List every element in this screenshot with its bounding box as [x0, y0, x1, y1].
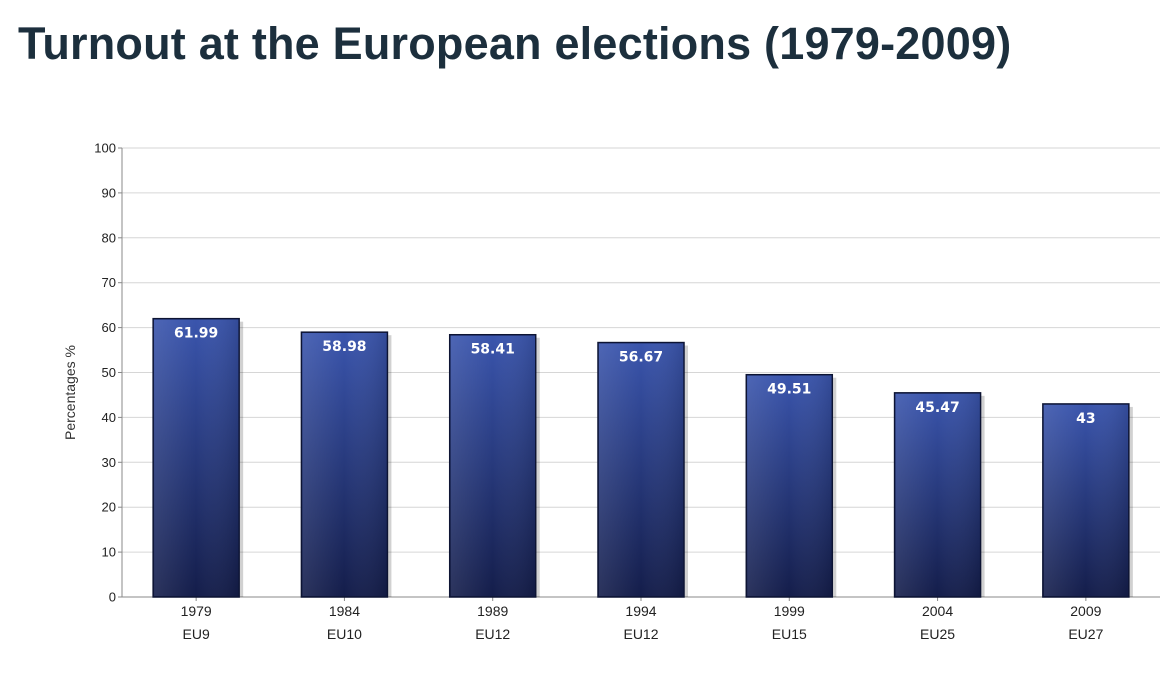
x-tick-label-group: EU10 [327, 626, 362, 642]
y-tick-label: 60 [102, 320, 116, 335]
data-label-1999: 49.51 [767, 382, 811, 398]
data-label-1994: 56.67 [619, 350, 663, 366]
bars [152, 317, 1133, 598]
bar-highlight [154, 319, 239, 596]
labels: 0 10 20 30 40 50 60 70 80 90 100 61.99 1979 EU9 58.98 1… [94, 141, 1103, 643]
data-label-1979: 61.99 [174, 326, 218, 342]
x-tick-label-year: 1984 [329, 603, 360, 619]
y-tick-label: 30 [102, 455, 116, 470]
y-tick-label: 10 [102, 545, 116, 560]
y-tick-label: 40 [102, 410, 116, 425]
bar-highlight [302, 333, 387, 596]
x-tick-label-year: 1989 [477, 603, 508, 619]
y-axis-title: Percentages % [62, 345, 78, 440]
bar-highlight [1043, 404, 1128, 596]
y-tick-label: 70 [102, 275, 116, 290]
x-tick-label-year: 1994 [625, 603, 656, 619]
x-tick-label-group: EU12 [475, 626, 510, 642]
x-tick-label-group: EU9 [183, 626, 210, 642]
x-tick-label-year: 2004 [922, 603, 953, 619]
x-tick-label-group: EU15 [772, 626, 807, 642]
x-tick-label-year: 2009 [1070, 603, 1101, 619]
data-label-2004: 45.47 [915, 400, 959, 416]
y-tick-label: 0 [109, 590, 116, 605]
y-tick-label: 90 [102, 185, 116, 200]
y-tick-label: 100 [94, 141, 116, 156]
bar-highlight [450, 335, 535, 596]
bar-highlight [895, 393, 980, 596]
x-tick-label-group: EU25 [920, 626, 955, 642]
x-tick-label-year: 1999 [774, 603, 805, 619]
data-label-2009: 43 [1076, 411, 1095, 427]
chart-title: Turnout at the European elections (1979-… [18, 18, 1012, 69]
y-tick-label: 20 [102, 500, 116, 515]
bar-highlight [599, 343, 683, 596]
y-tick-label: 80 [102, 230, 116, 245]
data-label-1984: 58.98 [322, 339, 366, 355]
data-label-1989: 58.41 [471, 342, 515, 358]
x-tick-label-year: 1979 [181, 603, 212, 619]
x-tick-label-group: EU27 [1068, 626, 1103, 642]
y-tick-label: 50 [102, 365, 116, 380]
x-tick-label-group: EU12 [623, 626, 658, 642]
bar-highlight [747, 375, 832, 596]
